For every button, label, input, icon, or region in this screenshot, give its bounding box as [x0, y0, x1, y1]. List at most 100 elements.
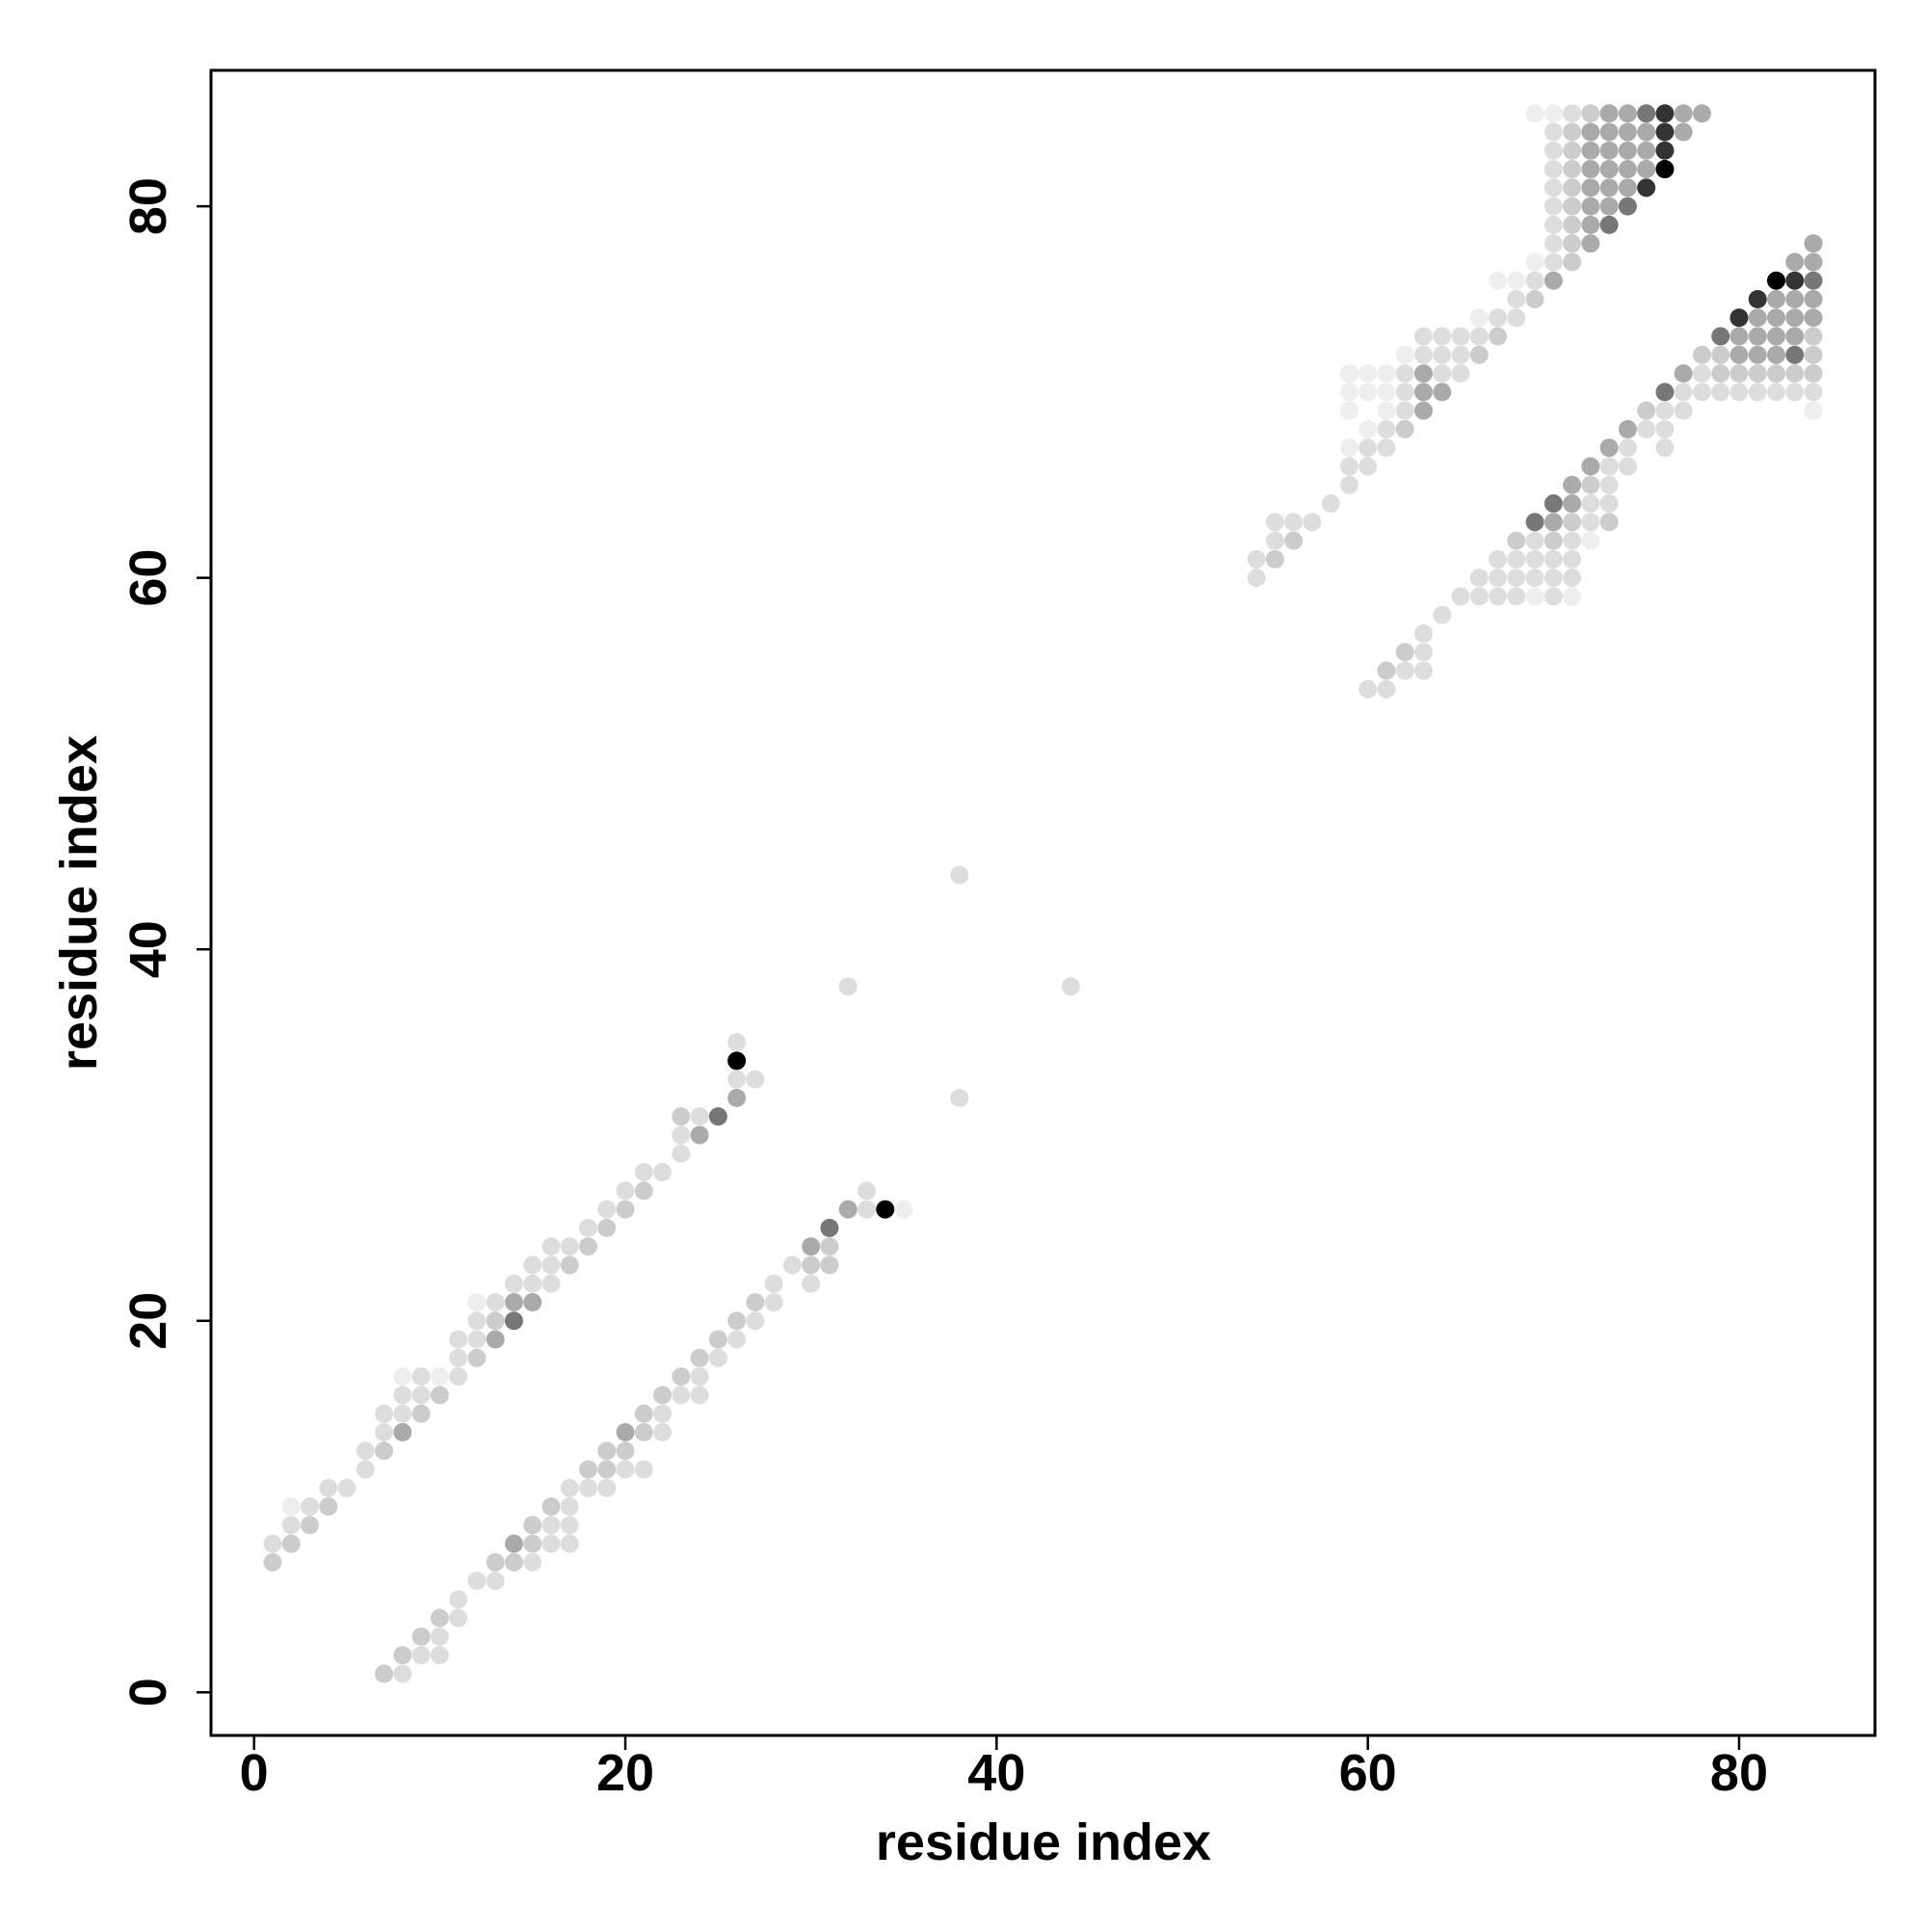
contact-point [467, 1311, 487, 1331]
contact-point [1655, 419, 1675, 438]
contact-point [560, 1497, 579, 1517]
contact-point [1395, 419, 1414, 438]
contact-point [1525, 549, 1544, 569]
contact-point [486, 1330, 505, 1349]
contact-point [1618, 457, 1637, 476]
contact-point [486, 1552, 505, 1572]
contact-point [634, 1404, 653, 1423]
contact-point [1433, 605, 1452, 624]
x-tick-label: 80 [1710, 1744, 1768, 1802]
contact-point [1785, 383, 1805, 402]
contact-point [1544, 587, 1563, 606]
contact-point [337, 1478, 356, 1497]
contact-point [1544, 494, 1563, 514]
contact-point [1711, 364, 1730, 384]
contact-point [1525, 271, 1544, 290]
contact-point [1655, 438, 1675, 458]
contact-point [1339, 457, 1359, 476]
contact-point [597, 1460, 617, 1479]
contact-point [746, 1292, 765, 1311]
contact-point [1563, 587, 1582, 606]
contact-point [1618, 197, 1637, 216]
contact-point [820, 1218, 839, 1237]
contact-point [1395, 643, 1414, 662]
contact-point [411, 1367, 431, 1387]
contact-point [838, 977, 858, 996]
contact-point [1451, 345, 1470, 364]
contact-point [1413, 643, 1433, 662]
contact-point [1804, 345, 1823, 364]
contact-point [1599, 438, 1619, 458]
contact-point [1563, 178, 1582, 198]
contact-point [1692, 383, 1711, 402]
contact-point [393, 1404, 412, 1423]
contact-point [634, 1163, 653, 1182]
contact-point [1618, 104, 1637, 123]
contact-point [672, 1367, 691, 1387]
contact-point [300, 1516, 319, 1535]
contact-point [950, 1088, 969, 1107]
contact-point [802, 1274, 821, 1293]
contact-point [634, 1422, 653, 1442]
contact-point [690, 1125, 709, 1145]
contact-point [1433, 383, 1452, 402]
contact-point [486, 1292, 505, 1311]
contact-point [597, 1218, 617, 1237]
contact-point [1469, 587, 1489, 606]
contact-point [690, 1107, 709, 1126]
contact-point [1674, 401, 1693, 420]
contact-point [1563, 569, 1582, 588]
contact-point [1729, 327, 1749, 346]
contact-point [430, 1386, 449, 1405]
contact-point [1748, 345, 1767, 364]
contact-point [523, 1274, 542, 1293]
contact-point [857, 1200, 876, 1219]
contact-point [1395, 383, 1414, 402]
contact-point [1544, 178, 1563, 198]
contact-point [1563, 513, 1582, 532]
contact-point [560, 1478, 579, 1497]
contact-point [1767, 345, 1786, 364]
contact-point [523, 1256, 542, 1275]
contact-point [523, 1516, 542, 1535]
contact-point [1581, 457, 1600, 476]
contact-point [1599, 197, 1619, 216]
contact-point [1525, 513, 1544, 532]
contact-point [1563, 252, 1582, 272]
contact-point [1413, 364, 1433, 384]
contact-point [523, 1552, 542, 1572]
contact-point [950, 865, 969, 885]
contact-point [504, 1292, 523, 1311]
contact-point [616, 1200, 635, 1219]
contact-point [1804, 401, 1823, 420]
contact-point [1339, 383, 1359, 402]
contact-point [393, 1646, 412, 1665]
contact-point [1451, 587, 1470, 606]
contact-point [1618, 178, 1637, 198]
contact-point [467, 1348, 487, 1367]
contact-point [1247, 549, 1266, 569]
contact-point [449, 1590, 468, 1609]
contact-point [1748, 289, 1767, 308]
contact-point [1413, 661, 1433, 680]
contact-point [467, 1330, 487, 1349]
contact-point [1544, 160, 1563, 179]
contact-point [1618, 438, 1637, 458]
contact-point [820, 1256, 839, 1275]
contact-point [560, 1256, 579, 1275]
contact-point [281, 1534, 301, 1553]
contact-point [1413, 623, 1433, 643]
contact-point [1284, 531, 1304, 550]
contact-point [727, 1070, 747, 1089]
contact-point [1655, 104, 1675, 123]
contact-point [1599, 215, 1619, 234]
contact-point [1655, 401, 1675, 420]
contact-point [1599, 104, 1619, 123]
contact-point [1748, 383, 1767, 402]
contact-point [764, 1274, 783, 1293]
contact-point [411, 1386, 431, 1405]
contact-point [541, 1516, 561, 1535]
contact-point [1544, 549, 1563, 569]
contact-point [1377, 364, 1396, 384]
